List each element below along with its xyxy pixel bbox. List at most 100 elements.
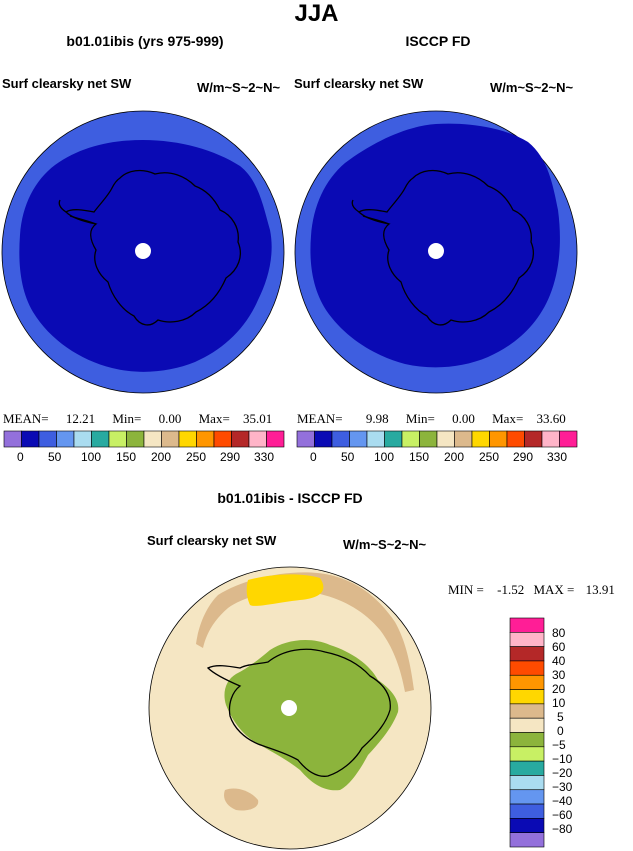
difference-colorbar-label: −20 [552, 766, 573, 780]
difference-colorbar-label: 0 [557, 724, 564, 738]
obs-max-label: Max= [492, 411, 524, 426]
model-colorbar-label: 290 [220, 450, 241, 464]
model-colorbar-label: 50 [48, 450, 62, 464]
model-mean-label: MEAN= [3, 411, 49, 426]
difference-colorbar-label: −5 [552, 738, 566, 752]
obs-colorbar [296, 430, 578, 448]
difference-colorbar-label: 60 [552, 640, 566, 654]
obs-variable-label: Surf clearsky net SW [294, 76, 424, 91]
obs-min-value: 0.00 [452, 411, 475, 426]
difference-variable-label: Surf clearsky net SW [147, 533, 277, 548]
difference-tan-arc [196, 572, 414, 692]
difference-max-label: MAX = [533, 582, 575, 597]
difference-colorbar-swatch [509, 717, 545, 733]
difference-colorbar-swatch [509, 818, 545, 833]
model-max-label: Max= [198, 411, 230, 426]
difference-colorbar-label: 10 [552, 696, 566, 710]
model-colorbar-label: 200 [151, 450, 172, 464]
obs-panel-title: ISCCP FD [405, 33, 471, 49]
difference-colorbar-label: −40 [552, 794, 573, 808]
obs-pole-cap [428, 243, 444, 259]
difference-colorbar-swatch [509, 746, 545, 762]
difference-colorbar-label: 30 [552, 668, 566, 682]
difference-colorbar-swatch [509, 803, 545, 819]
difference-colorbar-swatch [509, 617, 545, 633]
difference-pole-cap [281, 700, 297, 716]
model-colorbar-label: 150 [116, 450, 137, 464]
model-colorbar-label: 100 [81, 450, 102, 464]
obs-stats: MEAN= 9.98 Min= 0.00 Max= 33.60 [297, 411, 566, 427]
difference-colorbar-swatch [509, 660, 545, 676]
difference-colorbar-swatch [509, 732, 545, 748]
model-antarctica-coastline [64, 169, 241, 326]
model-min-value: 0.00 [158, 411, 182, 426]
difference-title: b01.01ibis - ISCCP FD [217, 490, 363, 506]
difference-colorbar-swatch [509, 674, 545, 690]
obs-colorbar-label: 150 [409, 450, 430, 464]
obs-units-label: W/m~S~2~N~ [490, 80, 574, 95]
obs-max-value: 33.60 [536, 411, 566, 426]
difference-yellow-region [246, 574, 324, 606]
difference-units-label: W/m~S~2~N~ [343, 537, 427, 552]
model-panel-title: b01.01ibis (yrs 975-999) [66, 33, 224, 49]
model-colorbar-labels: 0 50 100 150 200 250 290 330 [0, 450, 290, 466]
model-variable-label: Surf clearsky net SW [2, 76, 132, 91]
difference-stats: MIN = -1.52 MAX = 13.91 [448, 582, 615, 598]
difference-green-region [224, 639, 399, 791]
obs-mean-label: MEAN= [297, 411, 343, 426]
difference-colorbar-swatch [509, 775, 545, 791]
difference-colorbar-swatch [509, 832, 545, 848]
model-colorbar [3, 430, 285, 448]
model-colorbar-label: 0 [17, 450, 24, 464]
difference-colorbar-label: 40 [552, 654, 566, 668]
difference-max-value: 13.91 [585, 582, 615, 597]
model-units-label: W/m~S~2~N~ [197, 80, 281, 95]
difference-colorbar-swatch [509, 632, 545, 647]
model-mean-value: 12.21 [65, 411, 96, 426]
difference-colorbar-label: −30 [552, 780, 573, 794]
obs-colorbar-labels: 0 50 100 150 200 250 290 330 [293, 450, 583, 466]
obs-colorbar-label: 200 [444, 450, 465, 464]
obs-colorbar-label: 100 [374, 450, 395, 464]
obs-min-label: Min= [405, 411, 435, 426]
difference-colorbar [509, 617, 545, 848]
obs-colorbar-label: 330 [547, 450, 568, 464]
difference-colorbar-swatch [509, 689, 545, 705]
obs-antarctica-coastline [357, 169, 534, 326]
difference-min-value: -1.52 [497, 582, 525, 597]
obs-colorbar-label: 290 [513, 450, 534, 464]
model-pole-cap [135, 243, 151, 259]
difference-colorbar-label: −60 [552, 808, 573, 822]
model-min-label: Min= [112, 411, 142, 426]
difference-colorbar-labels: 80 60 40 30 20 10 5 0 −5 −10 −20 −30 −40… [552, 626, 592, 846]
model-colorbar-swatch [266, 430, 285, 448]
difference-map-border [148, 566, 432, 850]
difference-small-tan-patch [224, 788, 259, 811]
difference-colorbar-label: 5 [557, 710, 564, 724]
difference-min-label: MIN = [448, 582, 484, 597]
obs-peninsula-line [351, 199, 390, 225]
model-colorbar-label: 250 [186, 450, 207, 464]
difference-coastline [206, 648, 391, 777]
obs-colorbar-label: 0 [310, 450, 317, 464]
model-stats: MEAN= 12.21 Min= 0.00 Max= 35.01 [3, 411, 272, 427]
obs-mean-value: 9.98 [365, 411, 389, 426]
obs-colorbar-label: 50 [341, 450, 355, 464]
difference-colorbar-label: −80 [552, 822, 573, 836]
obs-colorbar-swatch [559, 430, 578, 448]
difference-colorbar-swatch [509, 789, 545, 805]
model-max-value: 35.01 [243, 411, 273, 426]
difference-colorbar-swatch [509, 760, 545, 776]
obs-colorbar-label: 250 [479, 450, 500, 464]
model-peninsula-line [58, 199, 97, 225]
season-title: JJA [294, 0, 339, 27]
model-colorbar-label: 330 [254, 450, 275, 464]
difference-colorbar-swatch [509, 703, 545, 719]
difference-colorbar-label: 20 [552, 682, 566, 696]
difference-colorbar-label: −10 [552, 752, 573, 766]
difference-colorbar-swatch [509, 646, 545, 662]
